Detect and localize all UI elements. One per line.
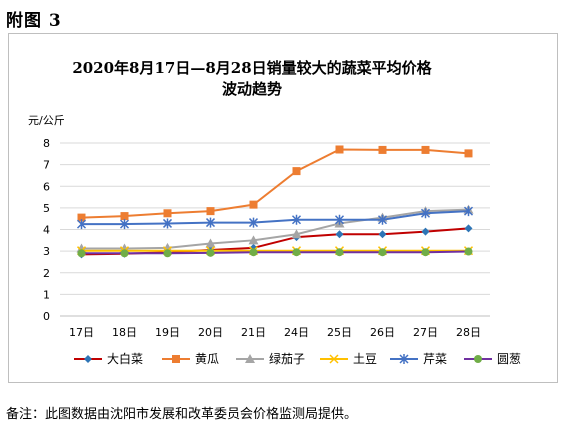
x-tick-label: 26日 [370, 326, 395, 339]
legend-item: 土豆 [320, 352, 377, 366]
data-point [335, 230, 344, 239]
chart-title-line1: 2020年8月17日—8月28日销量较大的蔬菜平均价格 [72, 59, 432, 77]
data-point [292, 248, 301, 257]
data-point [421, 227, 430, 236]
y-tick-label: 5 [43, 202, 50, 215]
legend-item: 芹菜 [390, 352, 447, 366]
data-point [291, 229, 302, 239]
y-axis-unit-label: 元/公斤 [28, 114, 65, 127]
legend-marker [245, 354, 255, 363]
data-point [76, 219, 87, 230]
data-point [334, 214, 345, 225]
data-point [205, 217, 216, 228]
legend-marker [474, 355, 482, 363]
data-point [463, 206, 474, 217]
data-point [77, 213, 86, 222]
data-point [291, 214, 302, 225]
data-point [120, 212, 129, 221]
data-point [206, 248, 215, 257]
data-point [292, 167, 301, 176]
legend-label: 黄瓜 [195, 352, 219, 366]
x-tick-label: 19日 [155, 326, 180, 339]
footnote: 备注：此图数据由沈阳市发展和改革委员会价格监测局提供。 [6, 407, 358, 422]
x-tick-label: 18日 [112, 326, 137, 339]
figure-heading: 附图 3 [6, 11, 62, 31]
data-point [421, 145, 430, 154]
data-point [378, 248, 387, 257]
legend-item: 绿茄子 [236, 351, 305, 366]
series-5 [76, 206, 474, 230]
data-point [249, 200, 258, 209]
series-3 [76, 204, 474, 253]
legend-marker [399, 354, 409, 364]
y-tick-label: 7 [43, 159, 50, 172]
y-tick-label: 3 [43, 245, 50, 258]
data-point [206, 207, 215, 216]
data-point [205, 238, 216, 248]
legend-label: 芹菜 [423, 352, 447, 366]
chart-title-line2: 波动趋势 [221, 80, 282, 98]
series-line [81, 148, 469, 219]
data-point [77, 249, 86, 258]
data-point [421, 248, 430, 257]
legend-item: 黄瓜 [162, 352, 219, 366]
series-2 [77, 145, 473, 222]
legend-label: 大白菜 [107, 351, 143, 366]
data-point [464, 224, 473, 233]
x-tick-label: 28日 [456, 326, 481, 339]
series-6 [77, 247, 473, 258]
data-point [248, 235, 259, 245]
series-line [81, 208, 469, 250]
data-point [420, 208, 431, 219]
data-point [335, 248, 344, 257]
data-point [162, 218, 173, 229]
x-tick-label: 27日 [413, 326, 438, 339]
data-point [378, 230, 387, 239]
legend-item: 圆葱 [464, 352, 521, 366]
legend-label: 土豆 [353, 352, 377, 366]
x-tick-label: 24日 [284, 326, 309, 339]
legend-marker [84, 355, 92, 363]
series-line [81, 250, 469, 255]
y-tick-label: 8 [43, 137, 50, 150]
data-point [464, 247, 473, 256]
x-tick-label: 25日 [327, 326, 352, 339]
y-tick-label: 6 [43, 180, 50, 193]
y-tick-label: 2 [43, 267, 50, 280]
data-point [119, 219, 130, 230]
x-tick-label: 17日 [69, 326, 94, 339]
data-point [163, 209, 172, 218]
data-point [377, 214, 388, 225]
data-point [248, 217, 259, 228]
x-tick-label: 20日 [198, 326, 223, 339]
legend-marker [329, 354, 339, 364]
data-point [249, 248, 258, 257]
y-tick-label: 1 [43, 288, 50, 301]
legend-label: 圆葱 [497, 352, 521, 366]
legend-marker [172, 355, 180, 363]
y-tick-label: 0 [43, 310, 50, 323]
data-point [464, 149, 473, 158]
data-point [378, 145, 387, 154]
data-point [162, 242, 173, 252]
series-line [81, 210, 469, 226]
y-tick-label: 4 [43, 224, 50, 237]
legend-item: 大白菜 [74, 351, 143, 366]
x-tick-label: 21日 [241, 326, 266, 339]
legend-label: 绿茄子 [269, 351, 305, 366]
data-point [163, 249, 172, 258]
chart-frame [8, 33, 558, 383]
data-point [120, 249, 129, 258]
data-point [335, 145, 344, 154]
